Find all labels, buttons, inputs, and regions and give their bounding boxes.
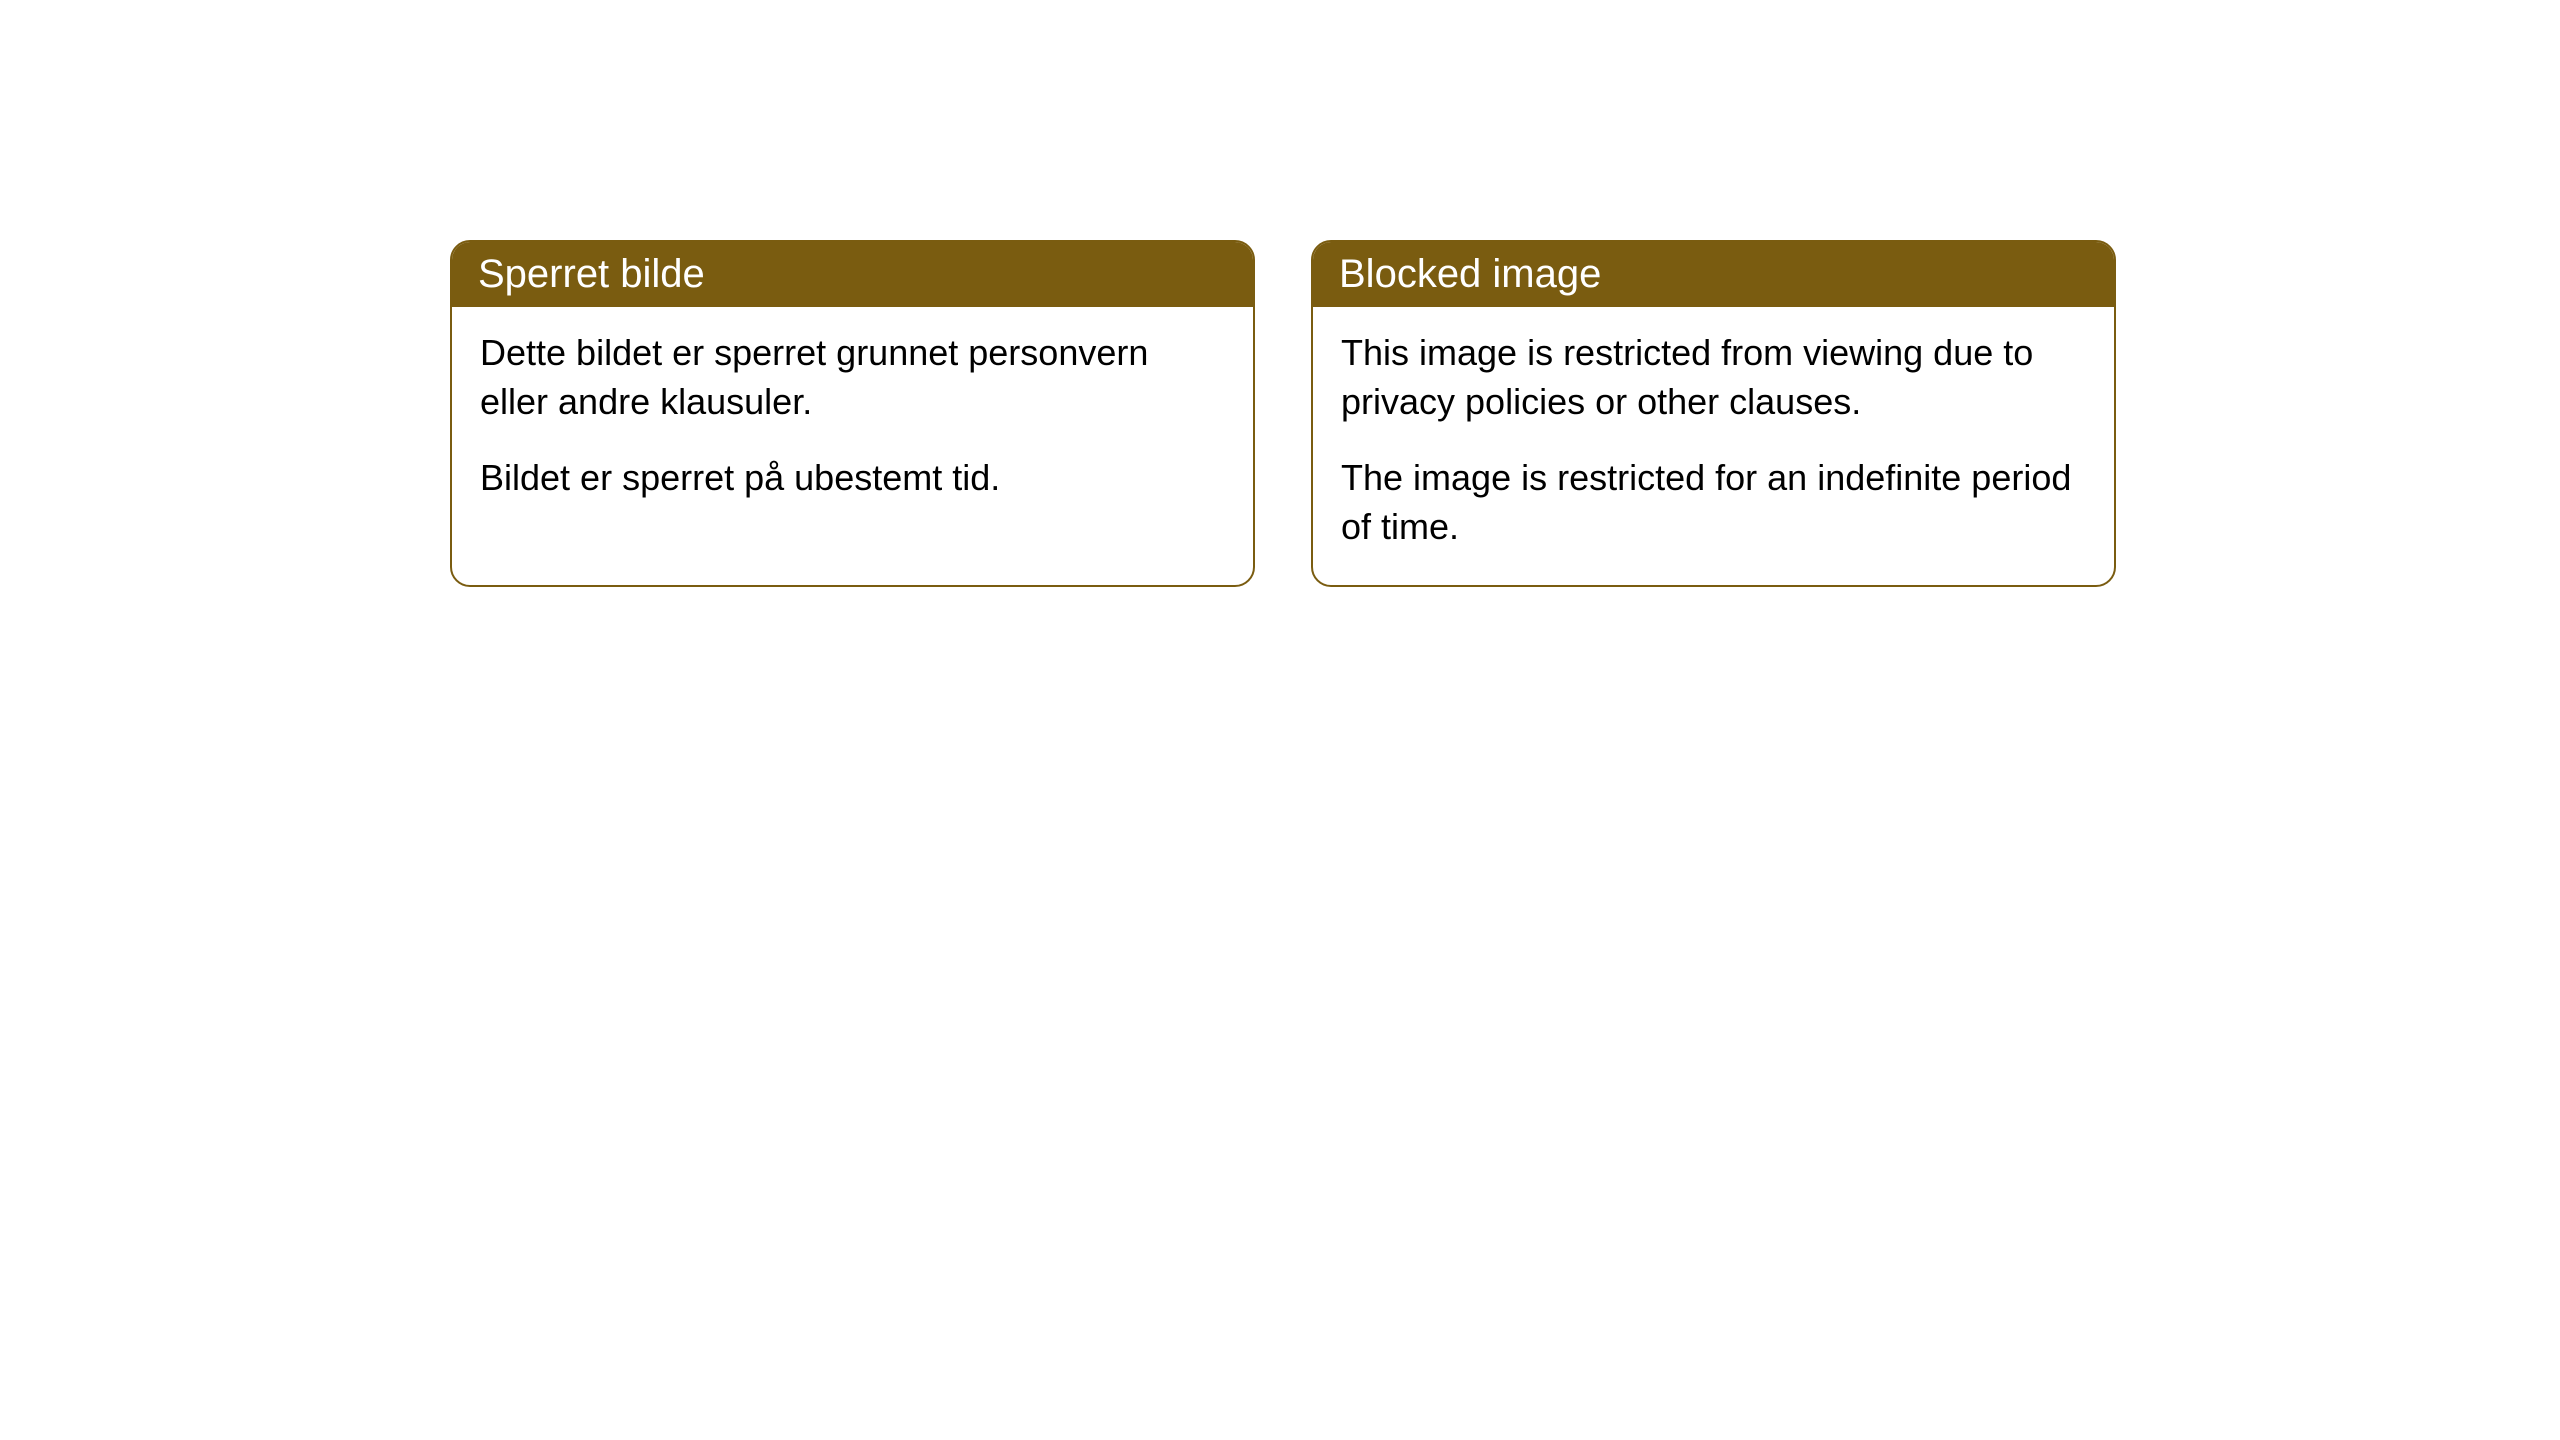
card-norwegian: Sperret bilde Dette bildet er sperret gr… — [450, 240, 1255, 587]
card-header: Blocked image — [1313, 242, 2114, 307]
card-paragraph: Bildet er sperret på ubestemt tid. — [480, 454, 1225, 503]
card-title: Blocked image — [1339, 252, 1601, 296]
card-header: Sperret bilde — [452, 242, 1253, 307]
cards-container: Sperret bilde Dette bildet er sperret gr… — [450, 240, 2560, 587]
card-english: Blocked image This image is restricted f… — [1311, 240, 2116, 587]
card-paragraph: Dette bildet er sperret grunnet personve… — [480, 329, 1225, 426]
card-body: Dette bildet er sperret grunnet personve… — [452, 307, 1253, 537]
card-body: This image is restricted from viewing du… — [1313, 307, 2114, 585]
card-paragraph: The image is restricted for an indefinit… — [1341, 454, 2086, 551]
card-title: Sperret bilde — [478, 252, 705, 296]
card-paragraph: This image is restricted from viewing du… — [1341, 329, 2086, 426]
